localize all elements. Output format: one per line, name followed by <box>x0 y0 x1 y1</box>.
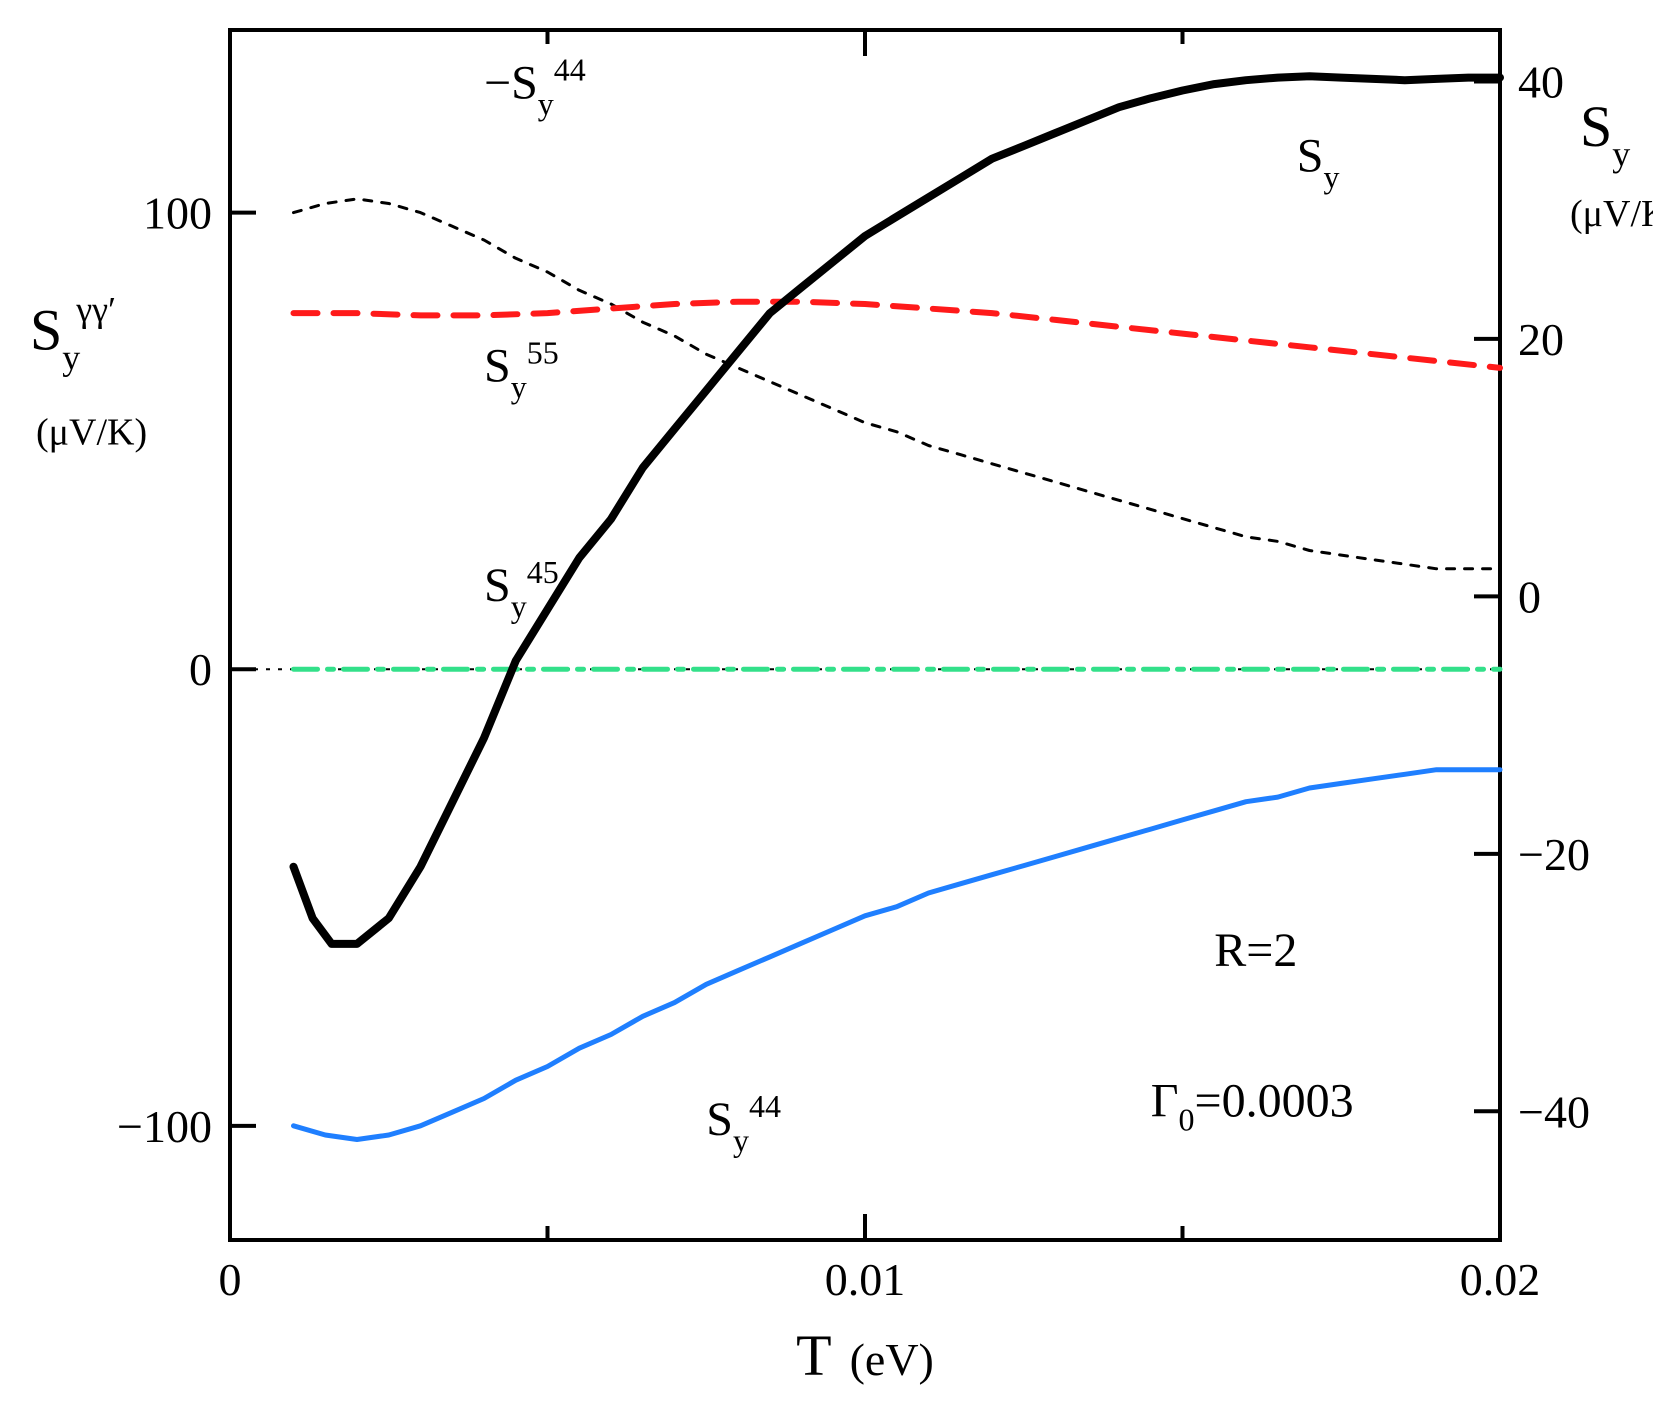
yr-tick-label: −40 <box>1518 1086 1590 1137</box>
series-Sy <box>294 76 1501 944</box>
yr-tick-label: 0 <box>1518 571 1541 622</box>
yr-tick-label: 20 <box>1518 314 1564 365</box>
yl-tick-label: 100 <box>143 188 212 239</box>
x-tick-label: 0.01 <box>825 1254 906 1305</box>
series-label-negSy44: −Sy44 <box>484 51 586 121</box>
yl-axis-label: Syγγ′ <box>30 290 116 378</box>
x-tick-label: 0 <box>219 1254 242 1305</box>
yl-axis-unit: (μV/K) <box>36 412 147 454</box>
series-label-Sy: Sy <box>1297 130 1340 195</box>
x-tick-label: 0.02 <box>1460 1254 1541 1305</box>
series-label-Sy55: Sy55 <box>484 335 559 405</box>
x-axis-label: T(eV) <box>796 1323 934 1388</box>
yr-axis-label: Sy <box>1580 94 1630 174</box>
yr-tick-label: −20 <box>1518 829 1590 880</box>
yr-axis-unit: (μV/K) <box>1570 193 1653 235</box>
yr-tick-label: 40 <box>1518 56 1564 107</box>
series-negSy44 <box>294 199 1501 569</box>
annotation-0: R=2 <box>1214 924 1297 977</box>
series-Sy55 <box>294 302 1501 368</box>
series-label-Sy44: Sy44 <box>706 1088 781 1158</box>
yl-tick-label: −100 <box>117 1101 212 1152</box>
annotation-1: Γ0=0.0003 <box>1151 1075 1354 1138</box>
chart: 0 0.01 0.02 T(eV) −100 0 100 Syγγ′ (μV/K) −40 −20 0… <box>0 0 1653 1401</box>
yl-tick-label: 0 <box>189 644 212 695</box>
